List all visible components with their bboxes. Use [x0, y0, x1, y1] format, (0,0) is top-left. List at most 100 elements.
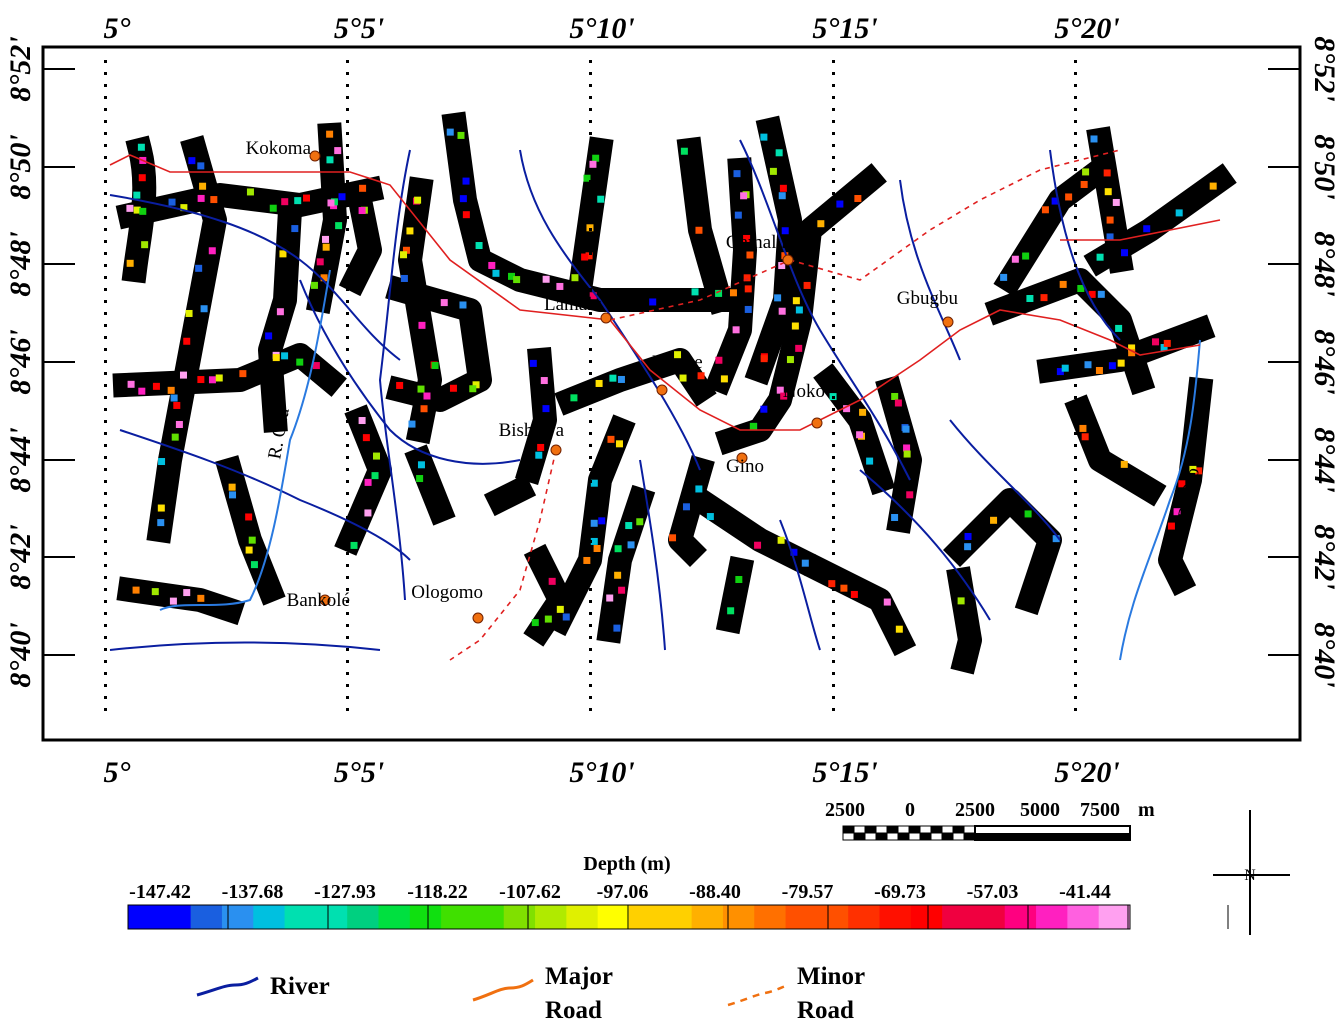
depth-point [615, 440, 623, 448]
graticule-dot [346, 204, 349, 207]
depth-point [185, 309, 193, 317]
graticule-dot [346, 696, 349, 699]
depth-point [310, 281, 318, 289]
graticule-dot [346, 624, 349, 627]
graticule-dot [1074, 492, 1077, 495]
graticule-dot [832, 672, 835, 675]
graticule-dot [1074, 204, 1077, 207]
graticule-dot [832, 684, 835, 687]
scale-cell [842, 832, 855, 841]
depth-point [250, 561, 258, 569]
depth-point [590, 537, 598, 545]
y-axis-label: 8°50' [4, 134, 37, 199]
depth-point [544, 615, 552, 623]
depth-point [168, 198, 176, 206]
depth-point [1096, 253, 1104, 261]
depth-point [777, 536, 785, 544]
graticule-dot [832, 552, 835, 555]
depth-point [1051, 197, 1059, 205]
graticule-dot [346, 300, 349, 303]
depth-point [592, 154, 600, 162]
colorbar-label: -118.22 [407, 881, 468, 903]
depth-point [1097, 290, 1105, 298]
scale-cell [963, 832, 976, 841]
graticule-dot [104, 504, 107, 507]
colorbar-label: -137.68 [222, 881, 284, 903]
graticule-dot [832, 72, 835, 75]
graticule-dot [1074, 192, 1077, 195]
graticule-dot [832, 228, 835, 231]
graticule-dot [346, 228, 349, 231]
graticule-dot [1074, 660, 1077, 663]
depth-point [1115, 324, 1123, 332]
depth-point [595, 379, 603, 387]
graticule-dot [589, 84, 592, 87]
y-axis-label: 8°48' [4, 231, 37, 296]
graticule-dot [1074, 336, 1077, 339]
graticule-dot [589, 588, 592, 591]
scale-cell [875, 832, 888, 841]
legend-major-swatch [472, 978, 534, 1002]
graticule-dot [104, 420, 107, 423]
graticule-dot [104, 708, 107, 711]
graticule-dot [1074, 516, 1077, 519]
depth-point [1061, 364, 1069, 372]
graticule-dot [104, 480, 107, 483]
depth-point [729, 289, 737, 297]
graticule-dot [104, 408, 107, 411]
depth-point [537, 443, 545, 451]
graticule-dot [346, 144, 349, 147]
depth-point [1000, 273, 1008, 281]
graticule-dot [104, 552, 107, 555]
depth-point [1108, 362, 1116, 370]
depth-point [1163, 339, 1171, 347]
depth-point [1104, 188, 1112, 196]
y-axis-label: 8°40' [4, 622, 37, 687]
graticule-dot [832, 432, 835, 435]
depth-point [334, 147, 342, 155]
north-label: N [1244, 867, 1256, 884]
scale-label: 0 [905, 799, 915, 821]
scale-cell [952, 825, 965, 834]
legend-river-swatch [196, 976, 259, 997]
depth-point [126, 204, 134, 212]
graticule-dot [346, 84, 349, 87]
y-axis-label: 8°44' [1308, 427, 1341, 492]
depth-point [138, 387, 146, 395]
colorbar-cell [128, 905, 160, 929]
graticule-dot [1074, 504, 1077, 507]
graticule-dot [104, 216, 107, 219]
graticule-dot [1074, 84, 1077, 87]
scale-cell [975, 833, 1130, 840]
graticule-dot [832, 324, 835, 327]
graticule-dot [104, 108, 107, 111]
depth-point [170, 394, 178, 402]
depth-point [593, 544, 601, 552]
graticule-dot [346, 432, 349, 435]
graticule-dot [104, 120, 107, 123]
depth-point [843, 405, 851, 413]
graticule-dot [1074, 696, 1077, 699]
scale-cell [941, 825, 954, 834]
depth-point [508, 272, 516, 280]
colorbar-cell [441, 905, 473, 929]
colorbar-cell [754, 905, 787, 929]
graticule-dot [104, 348, 107, 351]
depth-point [316, 258, 324, 266]
depth-point [1056, 368, 1064, 376]
graticule-dot [104, 456, 107, 459]
graticule-dot [1074, 240, 1077, 243]
graticule-dot [104, 576, 107, 579]
x-axis-label: 5° [104, 756, 131, 789]
town-label: Gino [726, 456, 764, 477]
graticule-dot [832, 300, 835, 303]
depth-point [414, 196, 422, 204]
depth-point [746, 251, 754, 259]
depth-point [359, 184, 367, 192]
depth-point [1095, 366, 1103, 374]
depth-point [733, 170, 741, 178]
depth-point [358, 207, 366, 215]
depth-point [697, 372, 705, 380]
graticule-dot [1074, 168, 1077, 171]
graticule-dot [589, 108, 592, 111]
